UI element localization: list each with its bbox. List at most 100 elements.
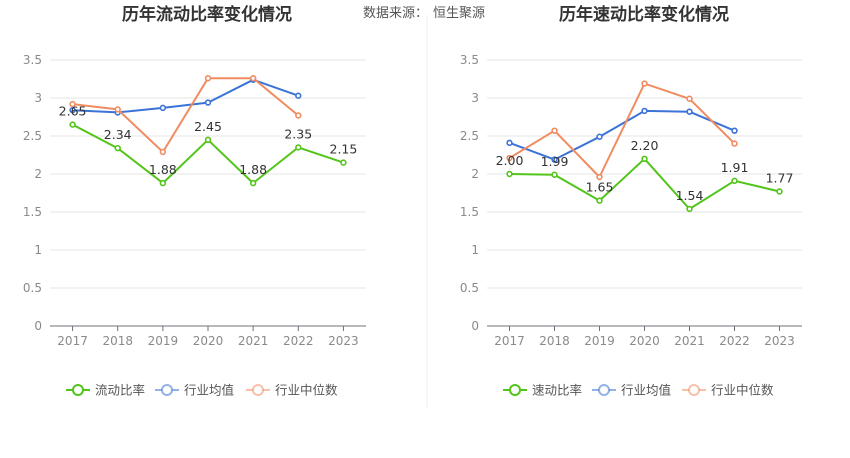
y-tick-label: 0.5 — [23, 281, 42, 295]
data-point — [641, 107, 648, 115]
data-point — [596, 197, 603, 204]
data-label: 1.91 — [721, 160, 749, 175]
y-tick-label: 3 — [471, 91, 479, 105]
data-point — [159, 179, 167, 187]
legend-label: 流动比率 — [95, 383, 145, 398]
data-point — [596, 133, 603, 140]
x-tick-label: 2018 — [102, 334, 133, 348]
data-label: 2.15 — [330, 142, 358, 157]
source-label: 数据来源： — [363, 6, 428, 21]
legend-label: 行业均值 — [621, 383, 671, 398]
legend-marker — [688, 384, 700, 396]
data-point — [69, 100, 76, 108]
data-point — [641, 155, 648, 163]
legend-item[interactable]: 行业均值 — [155, 383, 234, 398]
legend-item[interactable]: 流动比率 — [66, 383, 145, 398]
legend-marker — [252, 384, 264, 396]
data-point — [551, 171, 558, 178]
data-point — [506, 154, 513, 162]
y-tick-label: 0.5 — [460, 281, 479, 295]
data-point — [159, 104, 167, 112]
data-point — [686, 108, 693, 115]
x-tick-label: 2019 — [584, 334, 615, 348]
chart-panel-2: 历年速动比率变化情况 0 0.5 1 1.5 2 2.5 3 3.5 2017 2018 2019 20… — [460, 4, 802, 398]
data-point — [295, 112, 302, 119]
data-point — [686, 95, 693, 102]
legend-marker — [509, 384, 521, 396]
data-point — [204, 99, 212, 106]
data-label: 1.65 — [586, 180, 614, 195]
legend-marker — [161, 384, 173, 396]
y-tick-label: 1.5 — [460, 205, 479, 219]
x-tick-label: 2022 — [719, 334, 750, 348]
legend-item[interactable]: 行业中位数 — [246, 383, 338, 398]
legend-label: 速动比率 — [532, 383, 582, 398]
x-tick-label: 2017 — [494, 334, 525, 348]
chart-panel-1: 历年流动比率变化情况 0 0.5 1 1.5 2 2.5 3 3.5 2017 2018 2019 20… — [23, 4, 366, 398]
x-tick-label: 2023 — [764, 334, 795, 348]
data-label: 2.34 — [104, 127, 132, 142]
data-point — [596, 173, 603, 181]
y-tick-label: 3.5 — [460, 53, 479, 67]
data-point — [295, 92, 302, 99]
data-point — [69, 106, 76, 114]
data-label: 1.99 — [541, 154, 569, 169]
data-point — [249, 75, 257, 82]
data-point — [731, 140, 738, 147]
data-point — [295, 144, 302, 151]
x-tick-label: 2021 — [238, 334, 269, 348]
data-point — [114, 106, 121, 113]
data-point — [641, 80, 648, 87]
y-tick-label: 2.5 — [460, 129, 479, 143]
series-line — [72, 77, 299, 153]
legend-marker — [598, 384, 610, 396]
series-line — [508, 82, 736, 178]
data-point — [506, 170, 513, 178]
legend-item[interactable]: 速动比率 — [503, 383, 582, 398]
y-tick-label: 1 — [34, 243, 42, 257]
legend-marker — [72, 384, 84, 396]
chart-title: 历年流动比率变化情况 — [122, 4, 292, 25]
legend-item[interactable]: 行业中位数 — [682, 383, 774, 398]
source-name: 恒生聚源 — [433, 6, 485, 21]
series-line — [509, 109, 735, 161]
data-point — [249, 179, 257, 187]
chart-title: 历年速动比率变化情况 — [559, 4, 729, 25]
data-point — [506, 139, 513, 147]
charts-group: 历年流动比率变化情况 0 0.5 1 1.5 2 2.5 3 3.5 2017 2018 2019 20… — [23, 4, 802, 398]
legend-item[interactable]: 行业均值 — [592, 383, 671, 398]
x-tick-label: 2017 — [57, 334, 88, 348]
data-label: 2.45 — [194, 119, 222, 134]
x-tick-label: 2019 — [148, 334, 179, 348]
y-tick-label: 1 — [471, 243, 479, 257]
data-label: 2.65 — [59, 104, 87, 119]
legend-label: 行业中位数 — [711, 383, 774, 398]
x-tick-label: 2020 — [193, 334, 224, 348]
data-point — [159, 148, 167, 156]
data-point — [114, 144, 121, 152]
series-line — [72, 78, 299, 114]
data-label: 1.88 — [239, 162, 267, 177]
data-point — [340, 159, 347, 166]
data-point — [731, 177, 738, 185]
data-point — [69, 121, 76, 128]
data-label: 1.88 — [149, 162, 177, 177]
legend-label: 行业均值 — [184, 383, 234, 398]
y-tick-label: 3.5 — [23, 53, 42, 67]
x-tick-label: 2021 — [674, 334, 705, 348]
data-label: 2.20 — [631, 138, 659, 153]
data-label: 2.35 — [284, 126, 312, 141]
x-tick-label: 2018 — [539, 334, 570, 348]
x-tick-label: 2020 — [629, 334, 660, 348]
data-point — [204, 136, 212, 144]
data-point — [776, 188, 783, 195]
data-point — [731, 127, 738, 134]
y-tick-label: 2 — [34, 167, 42, 181]
data-point — [686, 205, 693, 213]
data-label: 1.54 — [676, 188, 704, 203]
y-tick-label: 0 — [471, 319, 479, 333]
data-point — [551, 127, 558, 134]
x-tick-label: 2022 — [283, 334, 314, 348]
x-tick-label: 2023 — [328, 334, 359, 348]
